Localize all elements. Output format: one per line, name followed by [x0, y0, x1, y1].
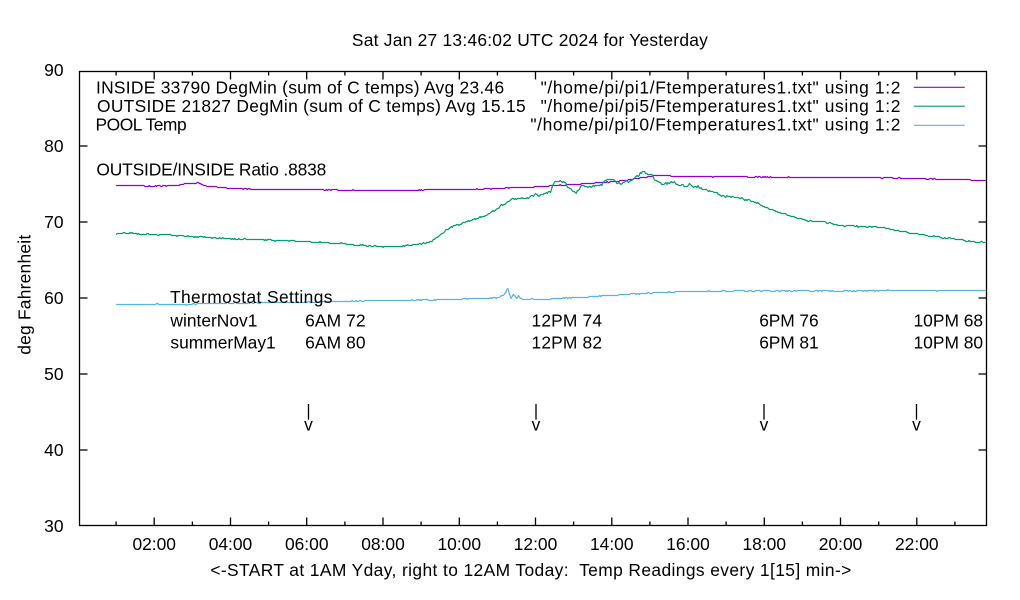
svg-text:02:00: 02:00 [132, 534, 176, 554]
svg-text:12PM 74: 12PM 74 [532, 310, 603, 330]
svg-text:v: v [304, 414, 313, 434]
svg-text:"/home/pi/pi10/Ftemperatures1.: "/home/pi/pi10/Ftemperatures1.txt" using… [530, 114, 901, 134]
svg-text:"/home/pi/pi5/Ftemperatures1.t: "/home/pi/pi5/Ftemperatures1.txt" using … [541, 96, 901, 116]
svg-text:<-START at 1AM Yday, right to: <-START at 1AM Yday, right to 12AM Today… [210, 560, 851, 580]
svg-text:20:00: 20:00 [819, 534, 863, 554]
svg-text:OUTSIDE/INSIDE Ratio .8838: OUTSIDE/INSIDE Ratio .8838 [96, 160, 326, 180]
svg-text:08:00: 08:00 [361, 534, 405, 554]
svg-text:v: v [912, 414, 921, 434]
svg-text:16:00: 16:00 [666, 534, 710, 554]
svg-text:50: 50 [44, 364, 63, 384]
svg-text:60: 60 [44, 288, 63, 308]
svg-text:6PM 76: 6PM 76 [759, 310, 818, 330]
svg-text:12PM 82: 12PM 82 [532, 332, 603, 352]
svg-text:OUTSIDE 21827 DegMin (sum of C: OUTSIDE 21827 DegMin (sum of C temps) Av… [97, 96, 526, 116]
svg-text:Sat Jan 27 13:46:02 UTC 2024 f: Sat Jan 27 13:46:02 UTC 2024 for Yesterd… [352, 30, 708, 50]
svg-text:30: 30 [44, 516, 63, 536]
svg-text:18:00: 18:00 [743, 534, 787, 554]
svg-text:INSIDE 33790 DegMin (sum of C: INSIDE 33790 DegMin (sum of C temps) Avg… [96, 78, 504, 98]
svg-text:POOL Temp: POOL Temp [96, 114, 187, 134]
svg-text:summerMay1: summerMay1 [170, 332, 275, 352]
svg-text:04:00: 04:00 [209, 534, 253, 554]
svg-text:22:00: 22:00 [895, 534, 939, 554]
svg-text:90: 90 [44, 60, 63, 80]
svg-text:v: v [532, 414, 541, 434]
svg-text:6AM 72: 6AM 72 [305, 310, 366, 330]
svg-text:winterNov1: winterNov1 [169, 310, 257, 330]
svg-text:v: v [760, 414, 769, 434]
svg-text:6AM 80: 6AM 80 [305, 332, 366, 352]
svg-text:10PM 68: 10PM 68 [914, 310, 984, 330]
svg-text:12:00: 12:00 [514, 534, 558, 554]
svg-text:Thermostat Settings: Thermostat Settings [170, 287, 333, 307]
svg-text:40: 40 [44, 440, 63, 460]
svg-text:10:00: 10:00 [437, 534, 481, 554]
svg-text:80: 80 [44, 136, 63, 156]
svg-text:70: 70 [44, 212, 63, 232]
svg-text:10PM 80: 10PM 80 [914, 332, 984, 352]
svg-text:6PM 81: 6PM 81 [759, 332, 818, 352]
svg-text:06:00: 06:00 [285, 534, 329, 554]
svg-text:"/home/pi/pi1/Ftemperatures1.t: "/home/pi/pi1/Ftemperatures1.txt" using … [541, 78, 901, 98]
svg-text:14:00: 14:00 [590, 534, 634, 554]
svg-text:deg Fahrenheit: deg Fahrenheit [14, 235, 34, 355]
